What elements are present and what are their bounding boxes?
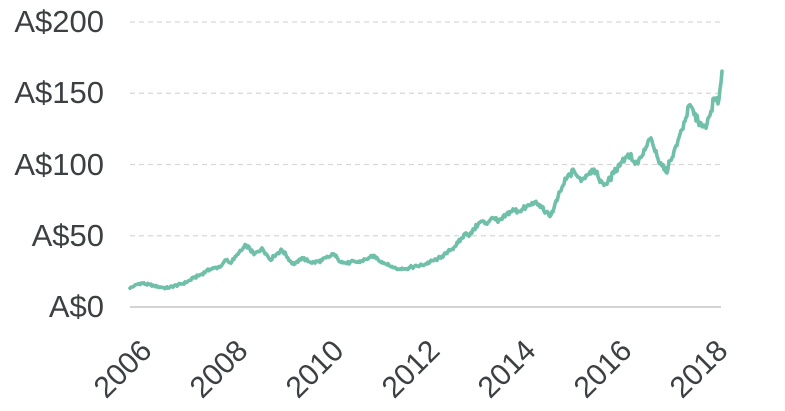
y-axis-label: A$200 <box>14 4 104 39</box>
y-axis-label: A$50 <box>31 217 104 253</box>
y-axis-label: A$0 <box>48 289 104 324</box>
price-line <box>128 69 724 291</box>
y-axis-label: A$150 <box>14 75 104 111</box>
y-axis-label: A$100 <box>14 146 104 182</box>
